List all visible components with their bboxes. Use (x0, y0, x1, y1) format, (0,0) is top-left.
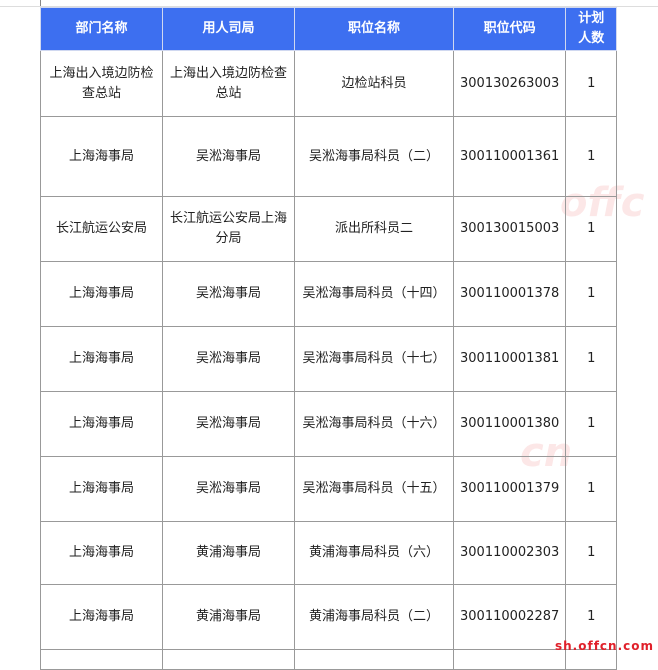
table-row: 上海海事局 吴淞海事局 吴淞海事局科员（十七） 300110001381 1 (40, 326, 618, 392)
table-cell: 上海海事局 (40, 584, 163, 650)
table-header-row: 部门名称 用人司局 职位名称 职位代码 计划人数 (40, 7, 618, 51)
table-cell: 1 (565, 521, 618, 585)
table-row: 上海出入境边防检查总站 上海出入境边防检查总站 边检站科员 300130263003 1 (40, 50, 618, 117)
table-row: 上海海事局 吴淞海事局 吴淞海事局科员（十四） 300110001378 1 (40, 261, 618, 327)
table-cell: 上海海事局 (40, 326, 163, 392)
table-cell: 1 (565, 116, 618, 197)
table-cell: 边检站科员 (294, 50, 454, 117)
top-border (0, 0, 658, 7)
positions-table: 部门名称 用人司局 职位名称 职位代码 计划人数 上海出入境边防检查总站 上海出入境边防检… (40, 7, 618, 670)
column-header: 职位名称 (294, 7, 454, 51)
table-cell: 吴淞海事局 (162, 456, 295, 522)
table-cell: 上海海事局 (40, 391, 163, 457)
watermark-logo: sh.offcn.com (554, 639, 654, 653)
table-row: 上海海事局 吴淞海事局 吴淞海事局科员（十六） 300110001380 1 (40, 391, 618, 457)
table-cell: 吴淞海事局 (162, 261, 295, 327)
table-cell: 1 (565, 326, 618, 392)
table-cell: 长江航运公安局上海分局 (162, 196, 295, 262)
table-cell: 1 (565, 261, 618, 327)
column-header: 用人司局 (162, 7, 295, 51)
table-cell: 吴淞海事局 (162, 326, 295, 392)
table-cell: 300110001379 (452, 456, 567, 522)
table-row: 上海海事局 黄浦海事局 黄浦海事局科员（二） 300110002287 1 (40, 584, 618, 650)
table-cell: 上海海事局 (40, 261, 163, 327)
table-row: 长江航运公安局 长江航运公安局上海分局 派出所科员二 300130015003 1 (40, 196, 618, 262)
table-cell: 上海出入境边防检查总站 (162, 50, 295, 117)
table-cell: 1 (565, 196, 618, 262)
table-cell: 派出所科员二 (294, 196, 454, 262)
table-cell: 1 (565, 584, 618, 650)
table-cell: 300130015003 (452, 196, 567, 262)
table-cell: 黄浦海事局科员（二） (294, 584, 454, 650)
table-cell: 上海海事局 (40, 456, 163, 522)
table-cell: 吴淞海事局科员（十五） (294, 456, 454, 522)
column-header: 职位代码 (452, 7, 567, 51)
table-row-partial (40, 649, 618, 670)
table-cell: 1 (565, 456, 618, 522)
table-cell: 300110001361 (452, 116, 567, 197)
table-row: 上海海事局 吴淞海事局 吴淞海事局科员（十五） 300110001379 1 (40, 456, 618, 522)
table-cell: 吴淞海事局科员（十四） (294, 261, 454, 327)
table-cell: 300110001381 (452, 326, 567, 392)
table-cell: 上海出入境边防检查总站 (40, 50, 163, 117)
table-cell: 吴淞海事局 (162, 116, 295, 197)
table-cell: 1 (565, 391, 618, 457)
table-row: 上海海事局 黄浦海事局 黄浦海事局科员（六） 300110002303 1 (40, 521, 618, 585)
table-cell: 长江航运公安局 (40, 196, 163, 262)
table-cell: 黄浦海事局科员（六） (294, 521, 454, 585)
table-cell: 300110002303 (452, 521, 567, 585)
table-cell: 吴淞海事局科员（十七） (294, 326, 454, 392)
table-cell: 300130263003 (452, 50, 567, 117)
table-cell: 300110001380 (452, 391, 567, 457)
table-row: 上海海事局 吴淞海事局 吴淞海事局科员（二） 300110001361 1 (40, 116, 618, 197)
column-header: 部门名称 (40, 7, 163, 51)
table-cell: 300110002287 (452, 584, 567, 650)
table-cell: 300110001378 (452, 261, 567, 327)
table-cell: 黄浦海事局 (162, 521, 295, 585)
column-header: 计划人数 (565, 7, 618, 51)
table-cell: 吴淞海事局科员（二） (294, 116, 454, 197)
table-cell: 吴淞海事局 (162, 391, 295, 457)
table-cell: 上海海事局 (40, 521, 163, 585)
table-cell: 黄浦海事局 (162, 584, 295, 650)
table-cell: 1 (565, 50, 618, 117)
table-cell: 上海海事局 (40, 116, 163, 197)
table-cell: 吴淞海事局科员（十六） (294, 391, 454, 457)
